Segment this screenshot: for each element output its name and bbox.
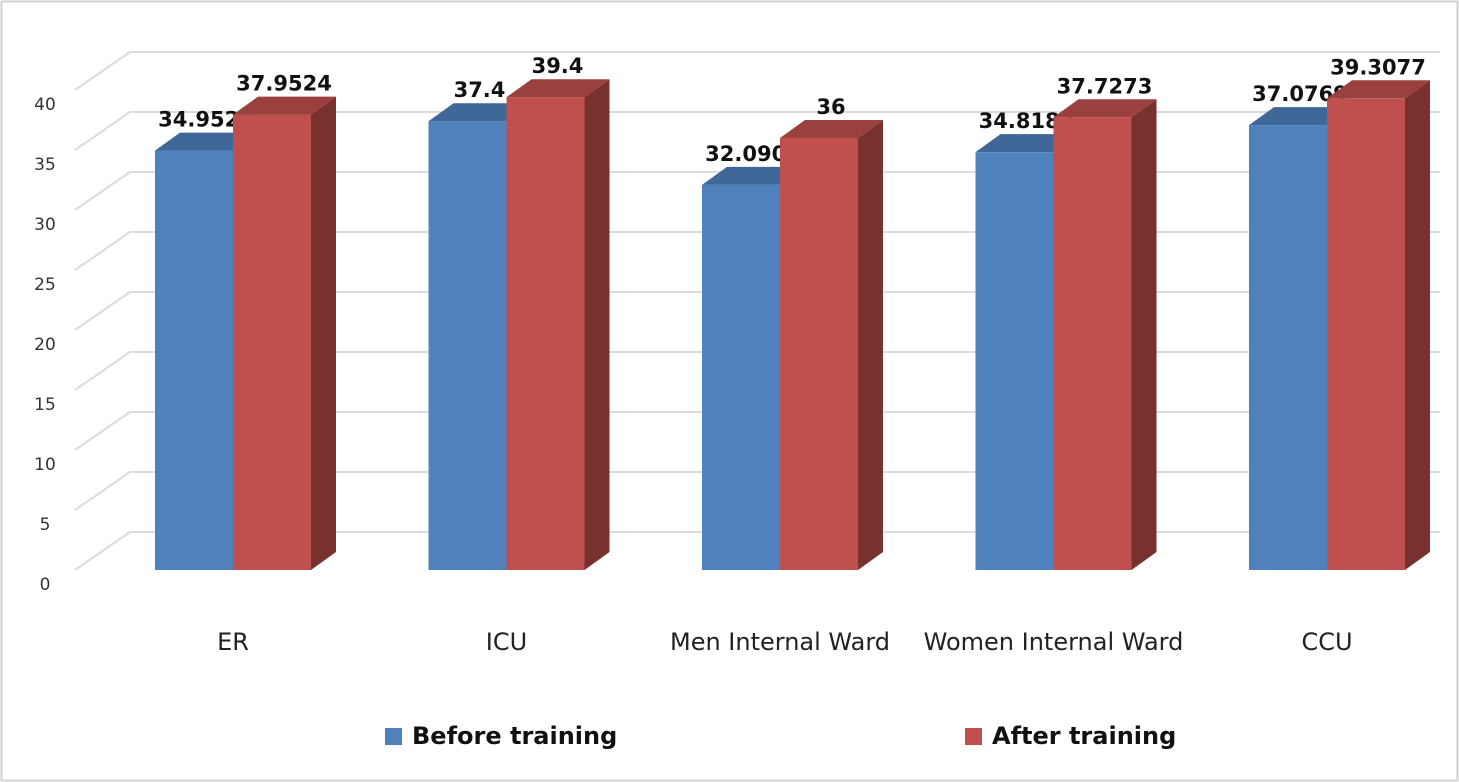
bar: [506, 79, 610, 570]
bar-top: [975, 134, 1079, 153]
legend-label: After training: [992, 722, 1176, 750]
bar-side: [1405, 80, 1430, 570]
y-tick-label: 25: [34, 275, 56, 295]
bar-front: [155, 150, 233, 570]
bar: [780, 120, 883, 570]
bar: [1053, 99, 1157, 570]
grid-line: [74, 51, 1440, 91]
y-tick-label: 0: [40, 575, 51, 595]
y-tick-label: 40: [34, 95, 56, 115]
y-tick-label: 10: [34, 455, 56, 475]
legend-swatch: [965, 728, 982, 745]
bar-top: [1249, 107, 1352, 126]
data-label: 39.3077: [1330, 55, 1426, 79]
bar: [233, 96, 336, 570]
data-label: 37.4: [454, 78, 506, 102]
y-tick-label: 15: [34, 395, 56, 415]
data-label: 39.4: [532, 54, 584, 78]
bar-front: [428, 121, 507, 570]
data-label: 36: [816, 95, 845, 119]
bar-front: [702, 184, 780, 571]
y-tick-label: 5: [40, 515, 51, 535]
bar-top: [506, 79, 610, 98]
bar-side: [858, 120, 883, 570]
bar-top: [780, 120, 883, 138]
data-label: 37.7273: [1057, 74, 1153, 98]
y-tick-label: 30: [34, 215, 56, 235]
y-tick-label: 35: [34, 155, 56, 175]
bar-side: [311, 96, 336, 570]
bar-top: [1053, 99, 1157, 118]
bar-side: [1131, 99, 1157, 570]
bar-top: [233, 96, 336, 115]
bar-front: [975, 152, 1054, 571]
grid-line: [74, 111, 1440, 151]
bar-top: [155, 132, 258, 151]
bar-front: [233, 114, 311, 570]
x-tick-label: CCU: [1301, 628, 1352, 656]
bar-top: [428, 103, 532, 122]
x-tick-label: Women Internal Ward: [924, 628, 1184, 656]
x-tick-label: ER: [217, 628, 249, 656]
bar: [1327, 80, 1430, 570]
bar-front: [1327, 98, 1405, 570]
y-tick-label: 20: [34, 335, 56, 355]
bar-front: [1249, 125, 1327, 570]
data-label: 37.9524: [236, 72, 332, 96]
bar-front: [780, 138, 858, 570]
bar-top: [1327, 80, 1430, 99]
bar-side: [584, 79, 610, 570]
x-tick-label: ICU: [486, 628, 527, 656]
bar-front: [1053, 117, 1132, 570]
legend-swatch: [385, 728, 402, 745]
legend-label: Before training: [412, 722, 617, 750]
bar-front: [506, 97, 585, 570]
x-tick-label: Men Internal Ward: [670, 628, 890, 656]
bar-top: [702, 166, 805, 185]
